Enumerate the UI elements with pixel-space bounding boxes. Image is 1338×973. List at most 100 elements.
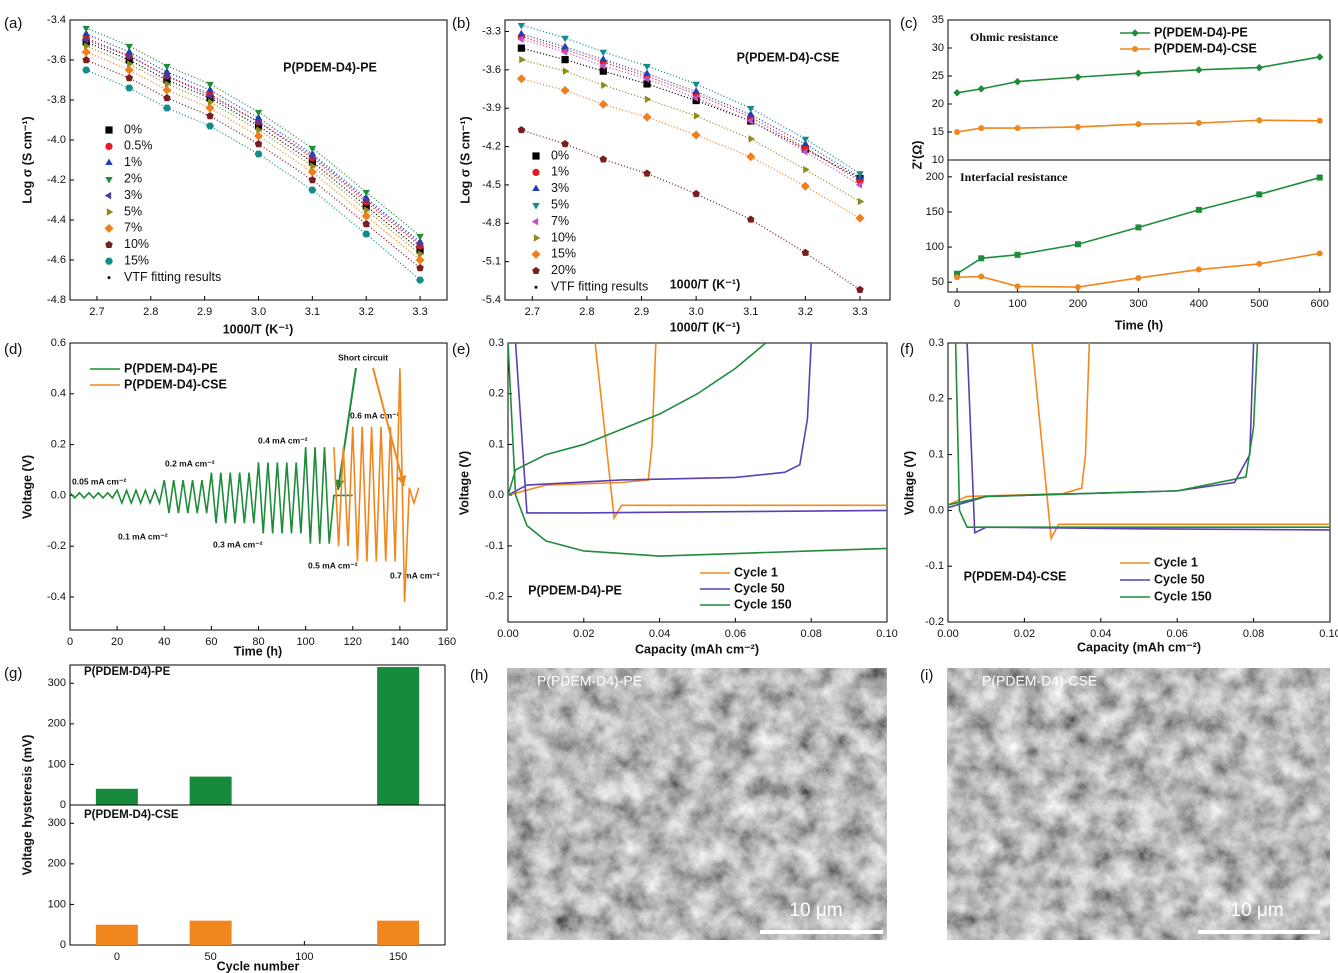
marker xyxy=(125,43,133,51)
marker xyxy=(84,42,91,50)
x-tick-label: 3.2 xyxy=(359,306,374,318)
y-tick-label: 0.2 xyxy=(929,393,944,405)
legend-label: 7% xyxy=(551,214,569,228)
marker xyxy=(692,81,700,89)
marker xyxy=(1195,206,1202,213)
marker xyxy=(362,220,370,228)
annotation-arrow xyxy=(337,367,357,491)
plot-frame xyxy=(504,19,891,301)
marker xyxy=(746,152,756,162)
marker xyxy=(163,76,171,84)
marker xyxy=(105,126,113,134)
x-tick-label: 120 xyxy=(344,636,362,648)
marker xyxy=(308,158,316,166)
marker xyxy=(206,85,214,93)
plot-area xyxy=(70,368,420,603)
marker xyxy=(417,250,425,258)
bar xyxy=(95,924,138,945)
y-tick-label: 0.3 xyxy=(489,337,504,349)
marker xyxy=(531,217,539,226)
marker xyxy=(533,234,541,242)
y-tick-label: 0.0 xyxy=(51,489,66,501)
marker xyxy=(855,181,863,189)
annotation: Short circuit xyxy=(338,352,388,362)
series-line xyxy=(508,343,887,514)
y-tick-label: -5.1 xyxy=(482,256,501,268)
legend-label: 15% xyxy=(124,253,149,267)
marker xyxy=(254,122,263,130)
y-tick-label: 0.4 xyxy=(51,388,66,400)
marker xyxy=(1195,66,1203,74)
legend-label: P(PDEM-D4)-PE xyxy=(124,361,218,375)
legend-marker xyxy=(534,285,538,289)
bar xyxy=(189,776,232,805)
marker xyxy=(746,215,755,223)
x-tick-label: 0 xyxy=(114,951,120,963)
legend-label: VTF fitting results xyxy=(124,270,221,284)
y-tick-label: 0.2 xyxy=(51,438,66,450)
y-tick-label: 0.1 xyxy=(489,438,504,450)
marker xyxy=(856,171,864,178)
panel-letter: (a) xyxy=(4,15,22,32)
marker xyxy=(104,223,114,233)
y-tick-label: -3.6 xyxy=(47,54,66,66)
marker xyxy=(532,266,540,274)
marker xyxy=(1195,120,1202,127)
plot-area xyxy=(516,22,865,293)
marker xyxy=(125,84,134,92)
plot-area xyxy=(95,667,420,805)
marker xyxy=(599,67,607,75)
marker xyxy=(415,255,425,265)
x-axis-label: Capacity (mAh cm⁻²) xyxy=(635,642,759,656)
x-tick-label: 3.0 xyxy=(251,306,266,318)
marker xyxy=(308,186,317,194)
marker xyxy=(747,106,755,113)
marker xyxy=(532,203,540,210)
marker xyxy=(1315,53,1324,61)
y-tick-label: -5.4 xyxy=(482,294,501,306)
y-tick-label: 0.6 xyxy=(51,337,66,349)
y-tick-label: 0.3 xyxy=(929,337,944,349)
y-tick-label: -4.2 xyxy=(482,140,501,152)
legend-label: Cycle 1 xyxy=(734,565,778,579)
x-tick-label: 2.8 xyxy=(579,306,594,318)
y-tick-label: -0.4 xyxy=(47,591,66,603)
x-tick-label: 0.10 xyxy=(1319,628,1338,640)
x-tick-label: 3.1 xyxy=(305,306,320,318)
marker xyxy=(642,112,652,122)
marker xyxy=(105,257,113,265)
marker xyxy=(105,142,113,150)
annotation: 0.05 mA cm⁻² xyxy=(72,476,126,486)
y-tick-label: 25 xyxy=(932,70,944,82)
marker xyxy=(82,29,90,37)
x-tick-label: 40 xyxy=(158,636,170,648)
fit-line xyxy=(85,59,421,269)
marker xyxy=(517,29,526,37)
marker xyxy=(517,125,526,134)
plot-frame xyxy=(69,804,446,946)
marker xyxy=(560,48,568,56)
marker xyxy=(692,87,700,94)
marker xyxy=(599,55,608,62)
marker xyxy=(746,117,753,125)
panel-letter: (h) xyxy=(470,667,488,684)
marker xyxy=(561,35,569,43)
x-axis-label: 1000/T (K⁻¹) xyxy=(223,322,294,336)
x-tick-label: 0.02 xyxy=(573,628,594,640)
x-tick-label: 140 xyxy=(391,636,409,648)
marker xyxy=(256,126,263,134)
marker xyxy=(954,270,961,277)
series-line xyxy=(948,343,1330,541)
marker xyxy=(254,109,263,117)
marker xyxy=(691,130,701,140)
marker xyxy=(599,155,608,163)
y-tick-label: -0.1 xyxy=(925,560,944,572)
legend-label: Cycle 150 xyxy=(1154,589,1212,603)
legend-label: 10% xyxy=(551,230,576,244)
series-line xyxy=(956,56,1320,94)
fit-line xyxy=(85,45,421,255)
marker xyxy=(1316,117,1323,124)
legend-label: 1% xyxy=(551,165,569,179)
panel-letter: (c) xyxy=(900,15,918,32)
x-axis-label: Capacity (mAh cm⁻²) xyxy=(1077,640,1201,654)
